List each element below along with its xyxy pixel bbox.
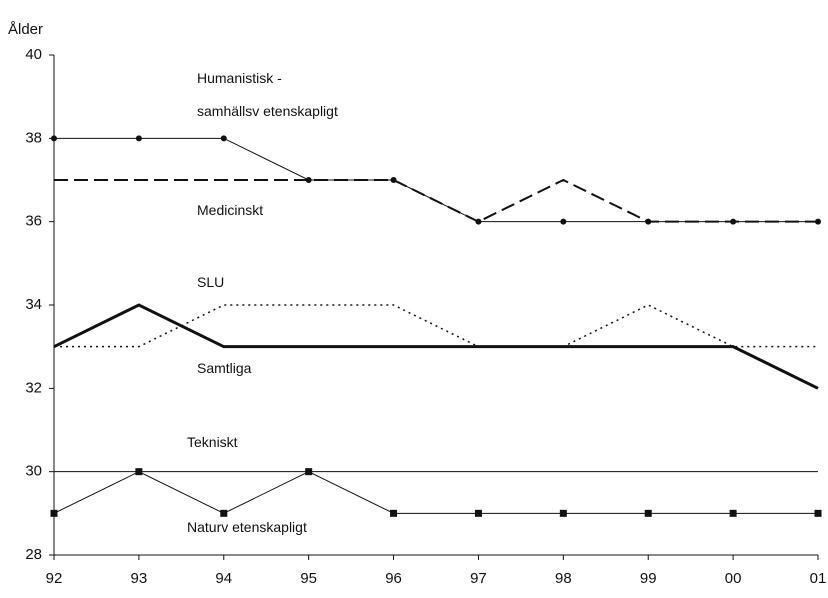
point	[305, 177, 312, 183]
x-tick-label: 01	[810, 570, 827, 587]
series-label: SLU	[197, 274, 225, 290]
point	[560, 218, 567, 225]
x-tick-label: 99	[640, 570, 657, 587]
series-line	[54, 178, 818, 223]
series-line	[54, 304, 818, 348]
x-tick-label: 95	[300, 570, 317, 587]
point	[305, 468, 313, 476]
point	[390, 509, 398, 517]
point	[220, 509, 228, 517]
y-tick-label: 32	[25, 379, 42, 396]
point	[51, 135, 57, 142]
point	[559, 509, 567, 517]
x-tick-label: 96	[385, 570, 402, 587]
point	[220, 135, 227, 142]
y-tick-label: 34	[25, 296, 42, 313]
y-tick-label: 40	[25, 46, 42, 63]
y-tick-label: 28	[25, 546, 42, 563]
x-tick-label: 94	[215, 570, 232, 587]
y-axis-label: Ålder	[8, 21, 43, 38]
series-label: Naturv etenskapligt	[187, 519, 307, 535]
point	[644, 509, 652, 517]
series-label: Tekniskt	[187, 434, 238, 450]
point	[135, 135, 142, 142]
x-tick-label: 98	[555, 570, 572, 587]
series-line	[53, 303, 819, 390]
point	[135, 468, 143, 476]
x-tick-label: 97	[470, 570, 487, 587]
series-label: Samtliga	[197, 360, 252, 376]
point	[474, 509, 482, 517]
series-line	[53, 471, 818, 514]
point	[50, 509, 58, 517]
y-tick-label: 30	[25, 463, 42, 480]
x-tick-label: 00	[725, 570, 742, 587]
y-tick-label: 38	[25, 129, 42, 146]
point	[729, 509, 737, 517]
point	[814, 509, 822, 517]
x-tick-label: 93	[131, 570, 148, 587]
x-tick-label: 92	[46, 570, 63, 587]
series-line	[54, 137, 818, 223]
series-label: Medicinskt	[197, 202, 264, 218]
series-label: Humanistisk - samhällsv etenskapligt	[197, 70, 338, 119]
y-tick-label: 36	[25, 213, 42, 230]
